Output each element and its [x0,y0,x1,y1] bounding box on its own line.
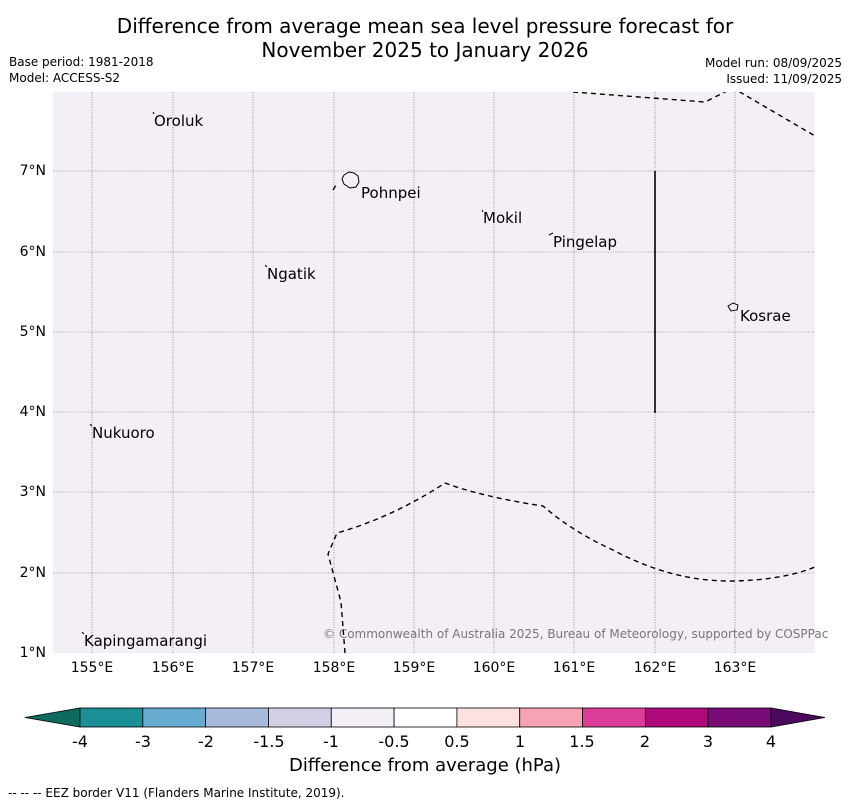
eez-footer-note: -- -- -- EEZ border V11 (Flanders Marine… [8,786,345,800]
colorbar-segment [268,707,332,728]
issued-date: Issued: 11/09/2025 [726,72,842,86]
cbar-label: 4 [765,732,777,751]
title-line-2: November 2025 to January 2026 [261,38,589,62]
model-run: Model run: 08/09/2025 [704,56,842,70]
colorbar-segment [205,707,269,728]
colorbar-segment [79,707,144,728]
islands [81,111,739,635]
kosrae-coast [727,302,739,312]
place-kapingamarangi: Kapingamarangi [84,632,208,650]
place-mokil: Mokil [483,209,523,227]
cbar-label: 1.5 [569,732,595,751]
x-tick-156: 156°E [151,660,195,676]
place-nukuoro: Nukuoro [92,424,155,442]
colorbar-segment [644,707,709,728]
base-period: Base period: 1981-2018 [9,55,154,69]
y-tick-5n: 5°N [19,324,46,340]
colorbar-segment [519,707,583,728]
place-oroluk: Oroluk [154,112,204,130]
y-tick-3n: 3°N [19,484,46,500]
cbar-label: 1 [514,732,526,751]
ngatik-mark [264,264,268,268]
x-tick-162: 162°E [633,660,677,676]
colorbar-segment [393,707,458,728]
x-tick-161: 161°E [552,660,596,676]
nukuoro-mark [89,423,93,427]
place-pohnpei: Pohnpei [361,184,421,202]
eez-borders [327,92,815,653]
map-area[interactable]: Oroluk Pohnpei Mokil Pingelap Ngatik Kos… [53,92,815,653]
x-tick-160: 160°E [472,660,516,676]
oroluk-mark [152,111,155,115]
colorbar-segment [330,707,395,728]
x-tick-157: 157°E [231,660,275,676]
map-graticule-and-borders [53,92,815,653]
colorbar-under-arrow [24,707,81,728]
y-tick-1n: 1°N [19,645,46,661]
cbar-label: -3 [135,732,151,751]
y-tick-2n: 2°N [19,565,46,581]
colorbar-segment [582,707,646,728]
title-line-1: Difference from average mean sea level p… [116,14,734,38]
colorbar-segment [456,707,521,728]
place-pingelap: Pingelap [553,233,618,251]
x-tick-159: 159°E [392,660,436,676]
colorbar-over-arrow [770,707,826,728]
pingelap-mark [548,232,554,236]
x-tick-163: 163°E [713,660,757,676]
place-ngatik: Ngatik [267,265,316,283]
colorbar [24,707,826,728]
cbar-label: 3 [702,732,714,751]
y-tick-4n: 4°N [19,404,46,420]
colorbar-title: Difference from average (hPa) [288,755,562,776]
cbar-label: -0.5 [378,732,410,751]
gridlines [53,92,815,653]
x-tick-158: 158°E [312,660,356,676]
x-tick-155: 155°E [70,660,114,676]
model-name: Model: ACCESS-S2 [9,71,121,85]
cbar-label: -1 [323,732,339,751]
y-tick-6n: 6°N [19,244,46,260]
mokil-mark [481,209,484,213]
colorbar-segment [707,707,772,728]
kapingamarangi-mark [81,631,85,635]
cbar-label: -2 [198,732,214,751]
pohnpei-coast [341,171,360,189]
cbar-label: -1.5 [253,732,285,751]
colorbar-segment [142,707,207,728]
cbar-label: 0.5 [444,732,470,751]
cbar-label: -4 [72,732,88,751]
y-tick-7n: 7°N [19,163,46,179]
place-kosrae: Kosrae [740,307,791,325]
copyright-notice: © Commonwealth of Australia 2025, Bureau… [323,627,829,641]
cbar-label: 2 [639,732,651,751]
